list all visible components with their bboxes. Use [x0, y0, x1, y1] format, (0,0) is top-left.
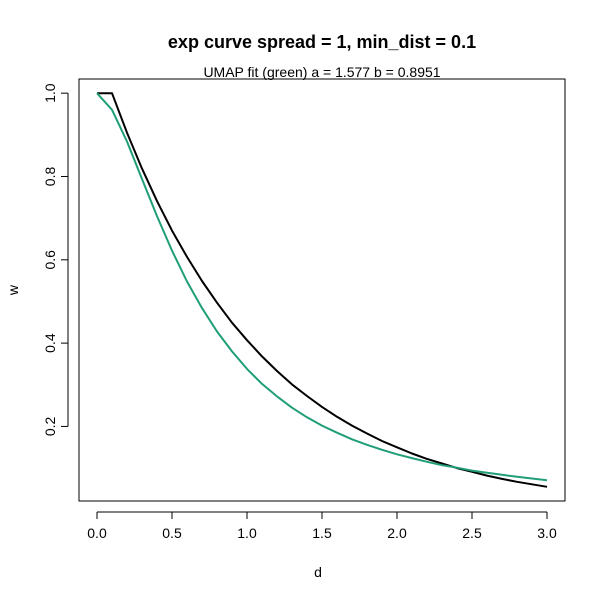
x-tick-label: 2.5: [462, 525, 482, 541]
x-tick-label: 0.5: [162, 525, 182, 541]
chart-title: exp curve spread = 1, min_dist = 0.1: [168, 32, 476, 52]
series-layer: [96, 92, 548, 488]
x-axis: 0.0 0.5 1.0 1.5 2.0 2.5 3.0: [87, 511, 557, 541]
y-tick-label: 1.0: [42, 83, 58, 103]
x-tick-label: 0.0: [87, 525, 107, 541]
y-axis-label: w: [5, 284, 21, 296]
series-line-1: [97, 92, 548, 488]
series-line-2: [96, 92, 548, 482]
y-tick-label: 0.4: [42, 333, 58, 353]
y-axis: 0.2 0.4 0.6 0.8 1.0: [42, 83, 69, 436]
chart-subtitle: UMAP fit (green) a = 1.577 b = 0.8951: [203, 64, 440, 80]
plot-frame: [78, 78, 566, 502]
x-axis-label: d: [314, 564, 322, 580]
x-tick-label: 2.0: [387, 525, 407, 541]
x-tick-label: 3.0: [537, 525, 557, 541]
x-tick-label: 1.5: [312, 525, 332, 541]
y-tick-label: 0.8: [42, 167, 58, 187]
y-tick-label: 0.6: [42, 250, 58, 270]
x-tick-label: 1.0: [237, 525, 257, 541]
y-tick-label: 0.2: [42, 416, 58, 436]
